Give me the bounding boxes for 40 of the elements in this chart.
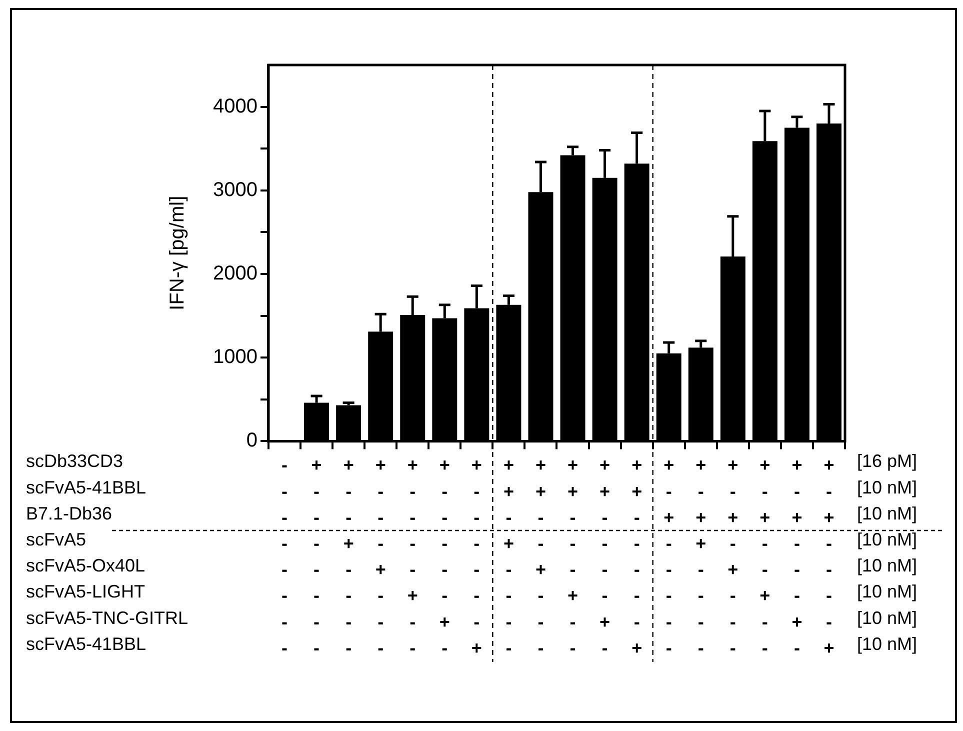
text: [10 nM]: [857, 582, 918, 602]
y-axis-title: IFN-γ [pg/ml]: [166, 196, 189, 310]
x-tick-label: + + - - - - + -: [600, 455, 610, 658]
text: scFvA5: [26, 529, 86, 550]
x-tick-label: + - - - - - - -: [311, 455, 322, 658]
x-tick-label: + + - + - - - -: [503, 455, 514, 658]
x-tick-label: - - - - - - - -: [282, 455, 288, 658]
text: scFvA5-41BBL: [26, 634, 146, 654]
x-tick-label: + - + - - - + -: [792, 455, 802, 658]
x-tick-label: + - - - - + - -: [407, 455, 418, 658]
y-tick-label: 4000: [212, 95, 258, 118]
text: [10 nM]: [857, 529, 918, 550]
text: [10 nM]: [857, 503, 918, 524]
text: B7.1-Db36: [26, 503, 112, 524]
x-tick-label: + - - - - - + -: [439, 455, 450, 658]
x-tick-label: + - + - - + - -: [760, 455, 770, 658]
text: [10 nM]: [857, 634, 918, 654]
text: scFvA5-Ox40L: [26, 556, 146, 576]
text: scFvA5-LIGHT: [26, 582, 146, 602]
x-tick-label: + - - - - - - +: [471, 455, 482, 658]
x-tick-label: + + - - - - - +: [632, 455, 642, 658]
text: scFvA5-41BBL: [26, 477, 146, 498]
text: [10 nM]: [857, 556, 918, 576]
x-tick-label: + - + - - - - +: [824, 455, 834, 658]
x-tick-label: + + - - - + - -: [568, 455, 578, 658]
x-tick-label: + - - - + - - -: [375, 455, 386, 658]
x-tick-label: + - + - - - - -: [664, 455, 674, 658]
y-tick-label: 3000: [212, 178, 258, 201]
text: [16 pM]: [857, 451, 918, 472]
x-tick-label: + - + - + - - -: [728, 455, 738, 658]
y-tick-label: 2000: [212, 262, 258, 285]
text: scDb33CD3: [26, 451, 124, 472]
x-tick-label: + - - + - - - -: [343, 455, 354, 658]
x-tick-label: + - + + - - - -: [696, 455, 706, 658]
text: [10 nM]: [857, 477, 918, 498]
x-tick-label: + + - - + - - -: [535, 455, 546, 658]
text: [10 nM]: [857, 608, 918, 628]
text: scFvA5-TNC-GITRL: [26, 608, 188, 628]
y-tick-label: 1000: [212, 346, 258, 368]
y-tick-label: 0: [246, 430, 258, 452]
